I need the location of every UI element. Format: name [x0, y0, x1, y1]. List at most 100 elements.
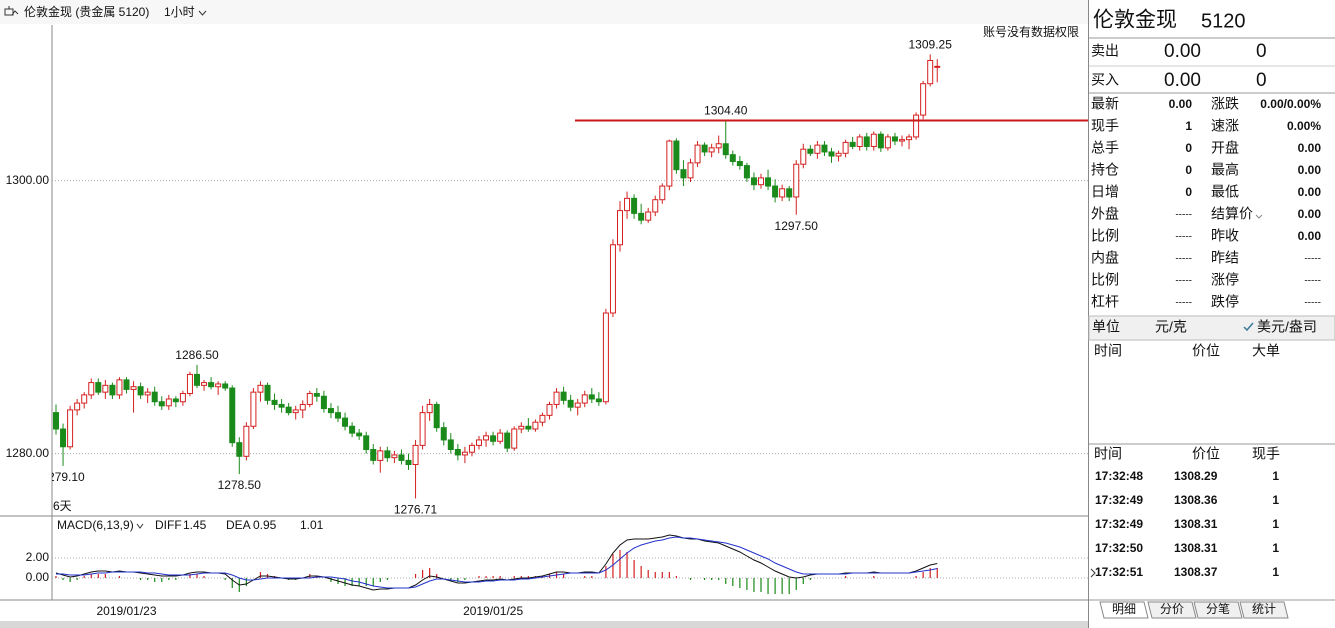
stat-value: 0	[1185, 141, 1192, 155]
tab[interactable]	[1147, 601, 1197, 619]
stat-label: 持仓	[1091, 162, 1119, 178]
check-icon	[1243, 322, 1254, 332]
candle-body	[468, 444, 475, 453]
candle-body	[398, 454, 405, 461]
stat-value: 0.00	[1298, 163, 1322, 177]
candle-body	[617, 210, 623, 246]
candle-body	[335, 412, 341, 419]
candle-body	[750, 177, 757, 186]
tab-label[interactable]: 明细	[1112, 602, 1136, 616]
tab-label[interactable]: 统计	[1252, 602, 1276, 616]
candle-body	[581, 394, 588, 404]
candle-body	[906, 136, 913, 141]
candle-body	[229, 387, 236, 444]
stat-value: 0.00	[1298, 229, 1322, 243]
candle-body	[701, 144, 708, 153]
tab[interactable]	[1099, 601, 1149, 619]
quote-code: 5120	[1201, 10, 1246, 32]
price-annotation: 1309.25	[909, 38, 953, 52]
candle-body	[779, 188, 786, 198]
tab-label[interactable]: 分笔	[1206, 601, 1230, 616]
unit-bar	[1088, 315, 1335, 341]
stat-label: 速涨	[1211, 118, 1239, 134]
stat-label: 内盘	[1091, 250, 1119, 266]
stat-value: 0.00	[1298, 141, 1322, 155]
candle-body	[349, 425, 356, 434]
tab-label[interactable]: 分价	[1160, 602, 1184, 616]
candle-body	[849, 141, 856, 147]
candle-body	[842, 141, 849, 154]
price-annotation: 1279.10	[41, 470, 85, 484]
stat-value: -----	[1304, 298, 1321, 309]
candle-body	[285, 406, 292, 414]
candle-body	[461, 451, 468, 456]
current-row-marker	[1090, 568, 1096, 578]
candle-body	[222, 383, 229, 389]
candle-body	[257, 384, 264, 393]
indicator-title[interactable]: MACD(6,13,9)	[57, 518, 134, 532]
candle-body	[81, 394, 88, 404]
interval[interactable]: 1小时	[164, 5, 195, 19]
column-header: 大单	[1252, 343, 1280, 359]
candle-body	[786, 188, 793, 198]
chart-icon[interactable]	[4, 6, 19, 16]
tick-volume: 1	[1272, 541, 1279, 555]
stat-value: 0	[1185, 163, 1192, 177]
unit-option[interactable]: 美元/盎司	[1257, 319, 1317, 335]
stat-label: 结算价	[1211, 206, 1253, 222]
candle-body	[694, 144, 701, 164]
candle-body	[870, 133, 877, 147]
tab[interactable]	[1239, 601, 1289, 619]
candle-body	[793, 163, 800, 198]
price-annotation: 1286.50	[175, 348, 219, 362]
candle-body	[722, 143, 729, 156]
candle-body	[483, 435, 490, 441]
candle-body	[884, 136, 891, 149]
candle-body	[74, 402, 81, 411]
tab[interactable]	[1193, 601, 1243, 619]
quote-name: 伦敦金现	[1093, 9, 1177, 32]
price-annotation: 1278.50	[218, 478, 262, 492]
legend-name: DIFF	[155, 518, 182, 532]
candle-body	[772, 185, 779, 198]
scrollbar[interactable]	[0, 621, 1088, 628]
unit-option[interactable]: 元/克	[1155, 319, 1187, 335]
candle-body	[327, 408, 334, 414]
tick-volume: 1	[1272, 517, 1279, 531]
candle-body	[243, 425, 250, 457]
book-volume: 0	[1256, 41, 1267, 62]
stat-label: 最高	[1211, 162, 1239, 178]
period-label: 6天	[53, 499, 72, 513]
candle-body	[504, 432, 511, 449]
candle-body	[814, 144, 821, 154]
stat-value: 0.00/0.00%	[1260, 97, 1321, 111]
indicator-dropdown[interactable]	[136, 523, 144, 529]
candle-body	[377, 450, 384, 461]
candle-body	[807, 148, 814, 154]
candle-body	[913, 114, 920, 138]
candle-body	[264, 384, 271, 401]
candle-body	[447, 439, 454, 450]
candle-body	[137, 386, 144, 396]
dropdown-icon[interactable]	[1255, 214, 1263, 219]
candle-body	[659, 185, 666, 201]
tick-time: 17:32:51	[1095, 565, 1143, 579]
symbol[interactable]: 伦敦金现 (贵金属 5120)	[24, 4, 149, 19]
candle-body	[877, 133, 884, 149]
legend-name: DEA	[226, 518, 251, 532]
book-volume: 0	[1256, 70, 1267, 91]
stat-label: 比例	[1091, 228, 1119, 244]
candle-body	[828, 151, 835, 157]
candle-body	[715, 143, 722, 149]
stat-label: 昨收	[1211, 228, 1239, 244]
candle-body	[920, 83, 927, 116]
candle-body	[638, 212, 645, 221]
candle-body	[553, 391, 560, 405]
candle-body	[490, 435, 497, 442]
candle-body	[729, 154, 736, 162]
interval-dropdown[interactable]	[198, 10, 207, 16]
candle-body	[144, 391, 151, 396]
tick-price: 1308.37	[1174, 565, 1218, 579]
